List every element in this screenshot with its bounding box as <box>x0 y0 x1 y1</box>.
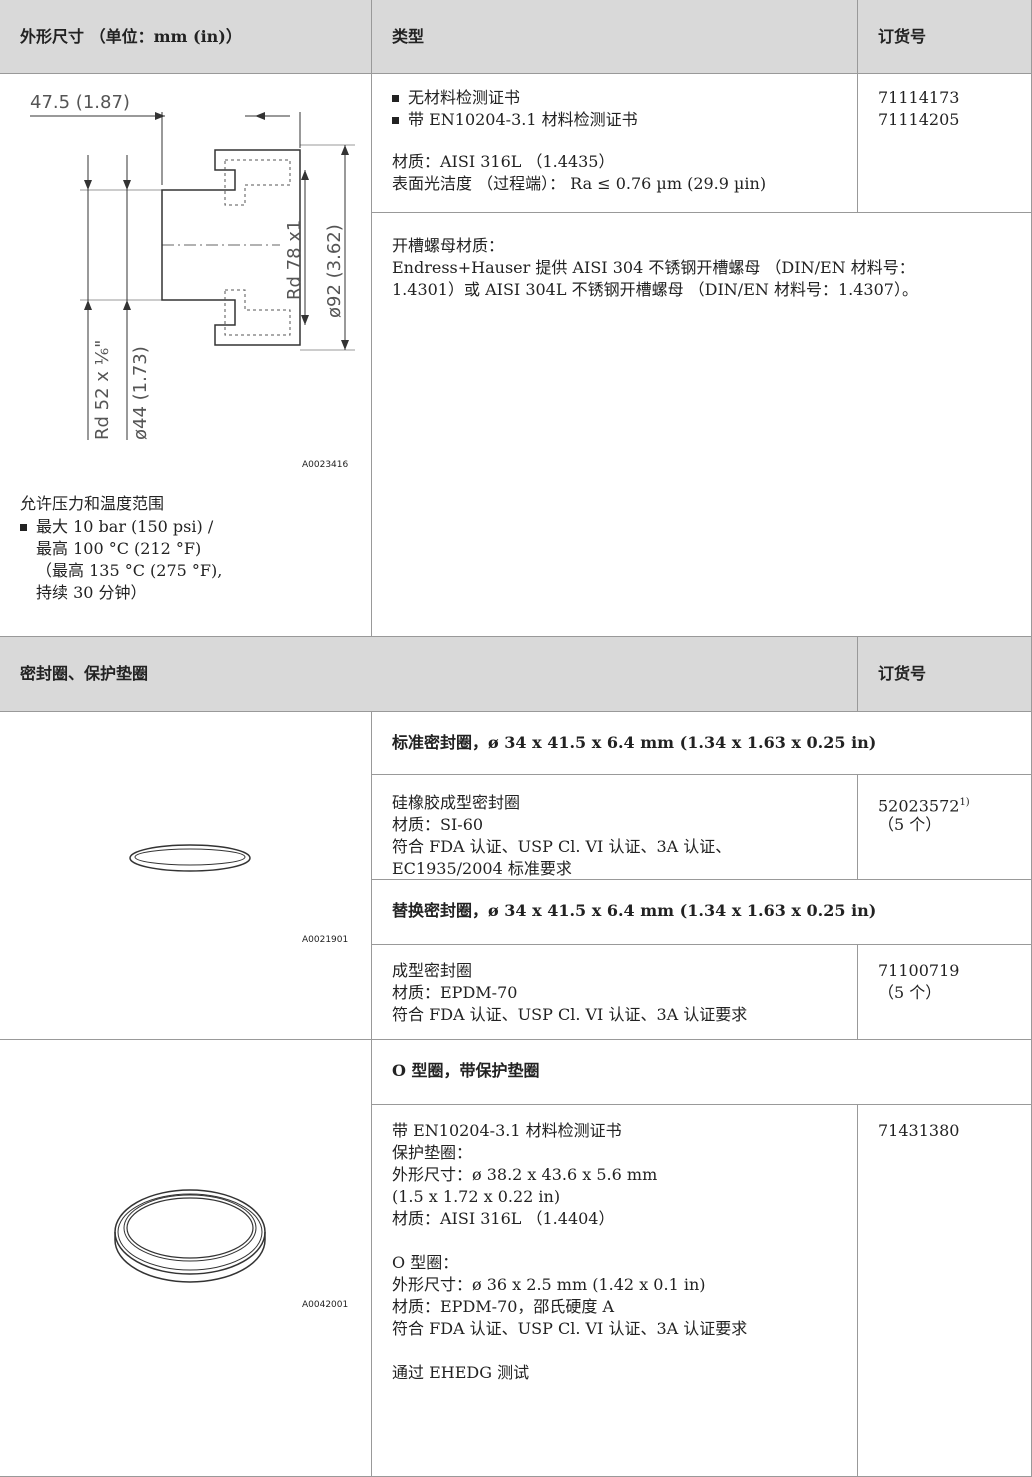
cell-text: 1.4301）或 AISI 304L 不锈钢开槽螺母 （DIN/EN 材料号：1… <box>392 280 918 299</box>
drawing-arrow <box>341 145 349 155</box>
cell-text: 允许压力和温度范围 <box>20 494 165 513</box>
footnote-mark: 1) <box>959 797 970 808</box>
order-number: 71114205 <box>878 110 960 129</box>
drawing-arrow <box>84 300 92 310</box>
table-cell <box>858 637 1032 712</box>
table-cell <box>858 775 1032 880</box>
table-cell <box>858 1105 1032 1477</box>
order-number: 71114173 <box>878 88 960 107</box>
cell-text: 材质：EPDM-70，邵氏硬度 A <box>392 1297 615 1316</box>
table-cell <box>372 945 858 1040</box>
cell-text: 保护垫圈： <box>392 1143 473 1162</box>
image-id: A0023416 <box>302 460 349 470</box>
cell-text: 硅橡胶成型密封圈 <box>392 793 521 812</box>
table-cell <box>0 0 372 74</box>
drawing-arrow <box>84 180 92 190</box>
order-number: （5 个） <box>878 983 942 1002</box>
washer-ring <box>123 1194 257 1262</box>
cell-text: （最高 135 °C (275 °F), <box>36 561 223 580</box>
table-cell <box>372 775 858 880</box>
column-header: 订货号 <box>878 27 927 46</box>
drawing-arrow <box>123 180 131 190</box>
list-item: 无材料检测证书 <box>391 88 521 107</box>
order-number: （5 个） <box>878 815 942 834</box>
seal-ring <box>134 848 246 866</box>
fitting-body <box>161 149 301 346</box>
dimension-label: Rd 52 x ⅙" <box>92 340 113 440</box>
table-cell <box>372 1105 858 1477</box>
washer-ring <box>117 1193 263 1271</box>
cell-text: (1.5 x 1.72 x 0.22 in) <box>392 1187 561 1206</box>
list-item: 带 EN10204-3.1 材料检测证书 <box>392 110 638 129</box>
order-number: 71100719 <box>878 961 960 980</box>
drawing-arrow <box>301 315 309 325</box>
cell-text: 外形尺寸：ø 38.2 x 43.6 x 5.6 mm <box>392 1165 658 1184</box>
dimension-label: ø92 (3.62) <box>324 224 345 318</box>
table-cell <box>372 74 858 213</box>
table-cell <box>858 945 1032 1040</box>
table-cell <box>372 712 1032 775</box>
drawing-arrow <box>155 112 165 120</box>
table-cell <box>372 1040 1032 1105</box>
cell-text: 符合 FDA 认证、USP Cl. VI 认证、3A 认证要求 <box>392 1319 748 1338</box>
table-cell <box>858 0 1032 74</box>
table-cell <box>372 213 1032 637</box>
group-title: 标准密封圈，ø 34 x 41.5 x 6.4 mm (1.34 x 1.63 … <box>392 733 877 752</box>
group-title: 替换密封圈，ø 34 x 41.5 x 6.4 mm (1.34 x 1.63 … <box>392 901 877 920</box>
table-cell <box>858 74 1032 213</box>
table-cell <box>0 74 372 637</box>
cell-text: 材质：EPDM-70 <box>392 983 518 1002</box>
image-id: A0042001 <box>302 1300 349 1310</box>
cell-text: O 型圈： <box>392 1253 459 1272</box>
drawing-arrow <box>341 340 349 350</box>
drawing-arrow <box>255 112 265 120</box>
cell-text: Endress+Hauser 提供 AISI 304 不锈钢开槽螺母 （DIN/… <box>392 258 915 277</box>
table-cell <box>0 712 372 1040</box>
fitting-hatch <box>224 159 291 336</box>
drawing-arrow <box>301 170 309 180</box>
dimension-label: ø44 (1.73) <box>130 346 151 440</box>
cell-text: 最高 100 °C (212 °F) <box>36 539 202 558</box>
cell-text: 最大 10 bar (150 psi) / <box>19 517 214 536</box>
cell-text: 外形尺寸：ø 36 x 2.5 mm (1.42 x 0.1 in) <box>392 1275 706 1294</box>
seal-ring <box>129 844 251 872</box>
column-header: 类型 <box>392 27 425 46</box>
group-title: O 型圈，带保护垫圈 <box>392 1061 540 1080</box>
cell-text: 符合 FDA 认证、USP Cl. VI 认证、3A 认证、 <box>392 837 732 856</box>
column-header: 密封圈、保护垫圈 <box>20 664 149 683</box>
cell-text: 表面光洁度 （过程端）： Ra ≤ 0.76 µm (29.9 µin) <box>392 174 767 193</box>
dimension-label: Rd 78 x1 <box>284 220 305 300</box>
order-number: 71431380 <box>878 1121 960 1140</box>
cell-text: 带 EN10204-3.1 材料检测证书 <box>392 1121 622 1140</box>
cell-text: 持续 30 分钟） <box>36 583 147 602</box>
column-header: 外形尺寸 （单位：mm (in)） <box>20 27 242 46</box>
cell-text: 材质：AISI 316L （1.4435） <box>392 152 615 171</box>
column-header: 订货号 <box>878 664 927 683</box>
table-cell <box>372 0 858 74</box>
cell-text: EC1935/2004 标准要求 <box>392 859 572 878</box>
table-cell <box>0 637 858 712</box>
cell-text: 成型密封圈 <box>392 961 473 980</box>
washer-side <box>114 1232 266 1283</box>
drawing-arrow <box>123 300 131 310</box>
cell-text: 开槽螺母材质： <box>392 236 505 255</box>
cell-text: 材质：AISI 316L （1.4404） <box>392 1209 615 1228</box>
cell-text: 通过 EHEDG 测试 <box>392 1363 530 1382</box>
order-number: 520235721) <box>878 796 970 816</box>
washer-ring <box>126 1197 254 1259</box>
image-id: A0021901 <box>302 935 349 945</box>
cell-text: 符合 FDA 认证、USP Cl. VI 认证、3A 认证要求 <box>392 1005 748 1024</box>
table-cell <box>372 880 1032 945</box>
cell-text: 材质：SI-60 <box>392 815 484 834</box>
dimension-label: 47.5 (1.87) <box>30 92 130 113</box>
